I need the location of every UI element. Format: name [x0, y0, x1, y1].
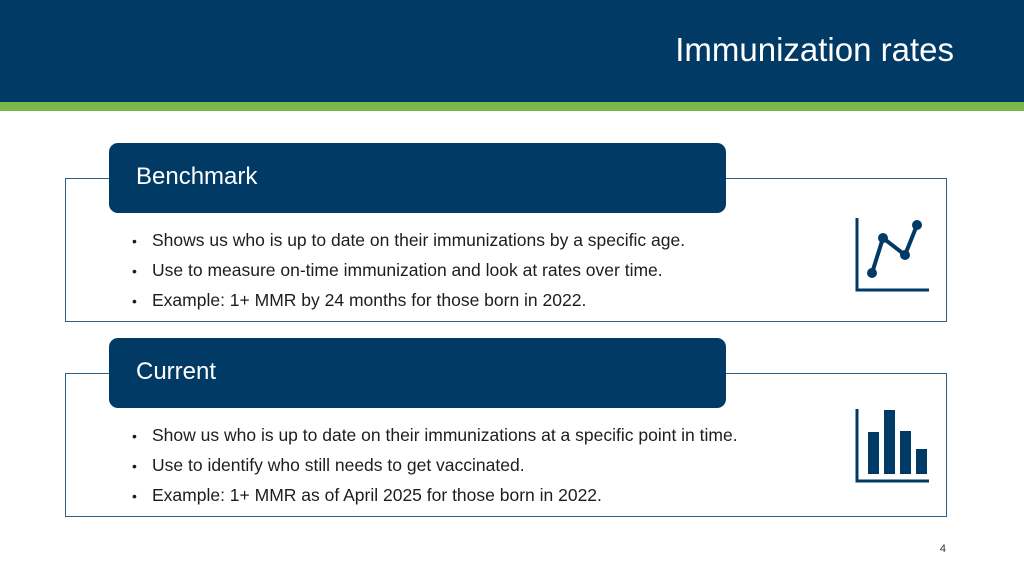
- bar-chart-icon: [855, 409, 929, 483]
- list-item: • Shows us who is up to date on their imm…: [132, 226, 685, 256]
- current-header: Current: [109, 338, 726, 408]
- benchmark-header: Benchmark: [109, 143, 726, 213]
- benchmark-heading: Benchmark: [136, 163, 258, 190]
- line-chart-icon: [855, 218, 929, 292]
- list-item: • Use to identify who still needs to get …: [132, 451, 738, 481]
- current-bullets: • Show us who is up to date on their immu…: [132, 421, 738, 511]
- bullet-icon: •: [132, 233, 137, 249]
- current-heading: Current: [136, 358, 217, 385]
- list-item: • Example: 1+ MMR by 24 months for those …: [132, 286, 685, 316]
- page-title: Immunization rates: [675, 31, 954, 68]
- page-number: 4: [939, 543, 946, 555]
- bullet-icon: •: [132, 263, 137, 279]
- list-item: • Show us who is up to date on their immu…: [132, 421, 738, 451]
- header-bar: [0, 0, 1024, 102]
- bullet-icon: •: [132, 488, 137, 504]
- list-item: • Use to measure on-time immunization and…: [132, 256, 685, 286]
- bullet-icon: •: [132, 428, 137, 444]
- bullet-icon: •: [132, 458, 137, 474]
- list-item: • Example: 1+ MMR as of April 2025 for th…: [132, 481, 738, 511]
- header-accent-stripe: [0, 102, 1024, 111]
- benchmark-bullets: • Shows us who is up to date on their imm…: [132, 226, 685, 316]
- bullet-icon: •: [132, 293, 137, 309]
